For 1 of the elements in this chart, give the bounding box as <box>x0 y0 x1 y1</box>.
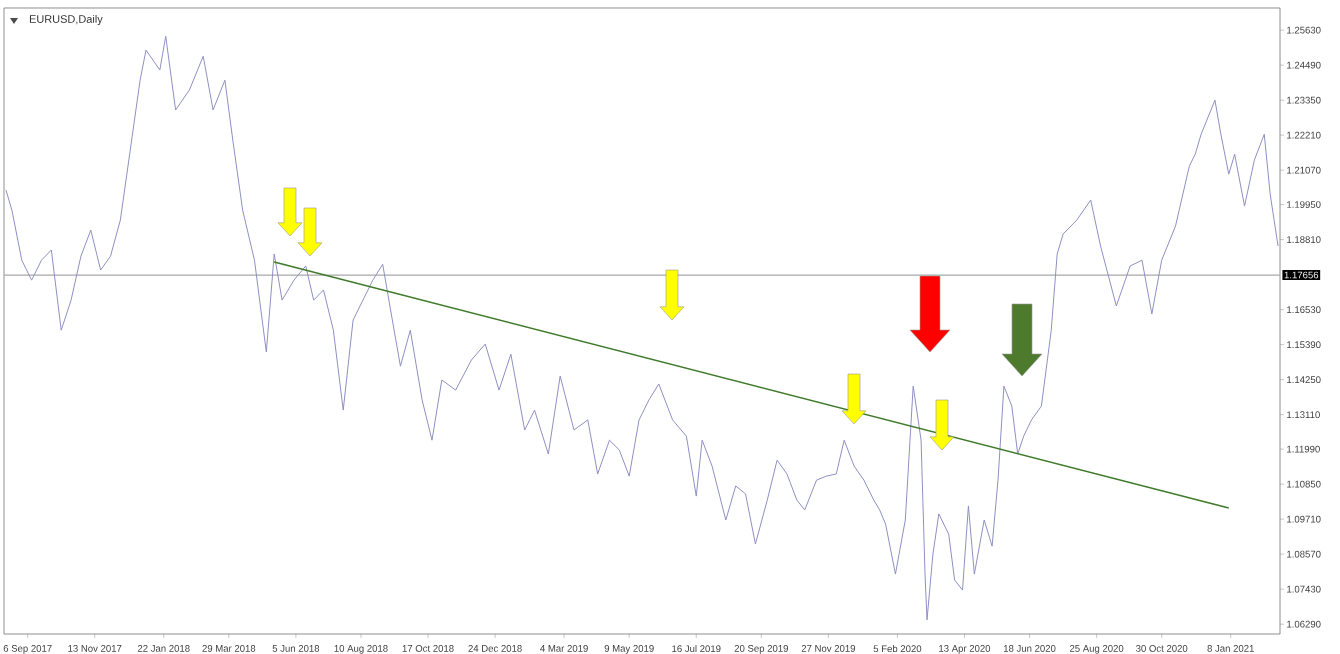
line-series <box>5 35 1279 621</box>
